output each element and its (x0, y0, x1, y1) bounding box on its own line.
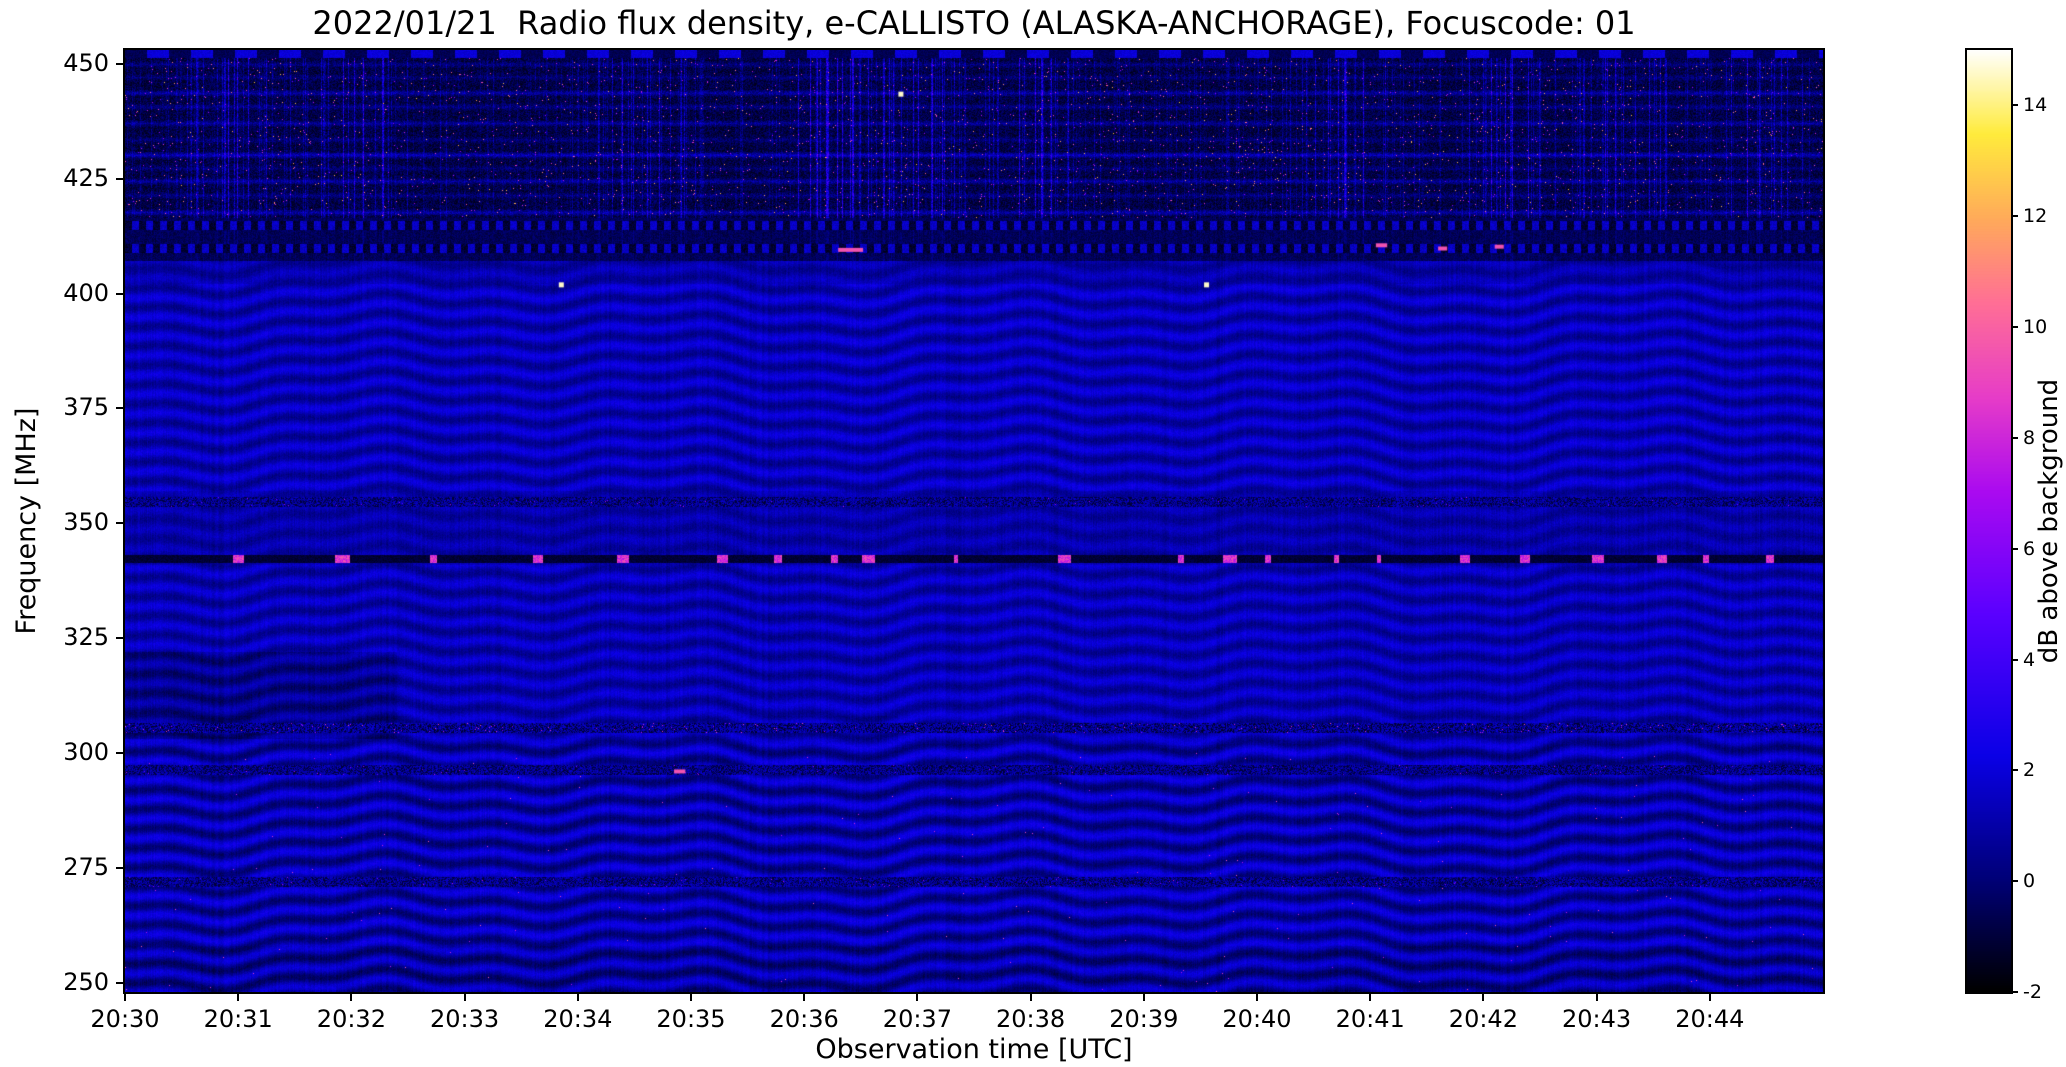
colorbar-tick-label: -2 (2023, 981, 2042, 1003)
colorbar-tick-label: 6 (2023, 537, 2036, 560)
y-tick-mark (116, 292, 125, 295)
x-tick-label: 20:32 (316, 1005, 386, 1033)
x-tick-label: 20:36 (769, 1005, 839, 1033)
x-axis-label: Observation time [UTC] (815, 1034, 1133, 1065)
x-tick-mark (124, 992, 126, 1001)
y-tick-mark (116, 752, 125, 755)
y-tick-mark (116, 407, 125, 410)
x-tick-mark (463, 992, 466, 1001)
y-tick-label: 400 (63, 278, 109, 307)
y-tick-label: 300 (63, 738, 109, 767)
y-tick-label: 275 (63, 852, 109, 881)
x-tick-label: 20:37 (882, 1005, 952, 1033)
colorbar-tick-mark (2011, 769, 2018, 772)
colorbar-tick-label: 8 (2023, 426, 2036, 449)
y-tick-label: 325 (63, 623, 109, 652)
x-tick-label: 20:35 (656, 1005, 726, 1033)
x-tick-label: 20:38 (996, 1005, 1066, 1033)
y-tick-mark (116, 637, 125, 640)
x-tick-mark (1256, 992, 1258, 1001)
y-tick-mark (116, 981, 125, 984)
colorbar-gradient (1967, 50, 2011, 992)
x-tick-label: 20:41 (1335, 1005, 1405, 1033)
colorbar-tick-mark (2011, 326, 2018, 329)
x-tick-label: 20:34 (543, 1005, 613, 1033)
colorbar-tick-label: 10 (2023, 316, 2048, 339)
y-tick-label: 350 (63, 508, 109, 537)
colorbar-tick-label: 0 (2023, 870, 2036, 893)
colorbar-tick-label: 2 (2023, 759, 2036, 782)
colorbar-tick-mark (2011, 880, 2018, 883)
x-tick-mark (1029, 992, 1032, 1001)
x-tick-label: 20:40 (1222, 1005, 1292, 1033)
y-tick-label: 250 (63, 967, 109, 996)
y-tick-label: 450 (63, 48, 109, 77)
colorbar-tick-label: 12 (2023, 205, 2048, 228)
y-tick-label: 425 (63, 163, 109, 192)
x-tick-mark (803, 992, 806, 1001)
colorbar-tick-label: 14 (2023, 94, 2048, 117)
chart-title: 2022/01/21 Radio flux density, e-CALLIST… (312, 4, 1636, 42)
x-tick-mark (1482, 992, 1485, 1001)
y-tick-mark (116, 62, 125, 65)
colorbar-tick-mark (2011, 658, 2018, 661)
y-tick-mark (116, 177, 125, 180)
y-tick-label: 375 (63, 393, 109, 422)
x-tick-mark (1708, 992, 1711, 1001)
x-tick-mark (690, 992, 692, 1001)
x-tick-mark (1142, 992, 1145, 1001)
x-tick-mark (1595, 992, 1598, 1001)
x-tick-mark (576, 992, 579, 1001)
colorbar-tick-mark (2011, 991, 2018, 993)
x-tick-mark (1369, 992, 1372, 1001)
x-tick-mark (916, 992, 919, 1001)
x-tick-mark (237, 992, 240, 1001)
x-tick-label: 20:30 (90, 1005, 160, 1033)
x-tick-label: 20:44 (1675, 1005, 1745, 1033)
colorbar-label: dB above background (2034, 378, 2064, 664)
colorbar-tick-mark (2011, 547, 2018, 550)
colorbar-tick-label: 4 (2023, 648, 2036, 671)
colorbar-tick-mark (2011, 215, 2018, 218)
y-tick-mark (116, 866, 125, 869)
x-tick-label: 20:42 (1448, 1005, 1518, 1033)
x-tick-mark (350, 992, 353, 1001)
colorbar-tick-mark (2011, 104, 2018, 107)
x-tick-label: 20:43 (1562, 1005, 1632, 1033)
x-tick-label: 20:31 (203, 1005, 273, 1033)
colorbar-tick-mark (2011, 436, 2018, 439)
spectrogram-heatmap (125, 50, 1823, 992)
x-tick-label: 20:39 (1109, 1005, 1179, 1033)
x-tick-label: 20:33 (430, 1005, 500, 1033)
y-tick-mark (116, 522, 125, 525)
